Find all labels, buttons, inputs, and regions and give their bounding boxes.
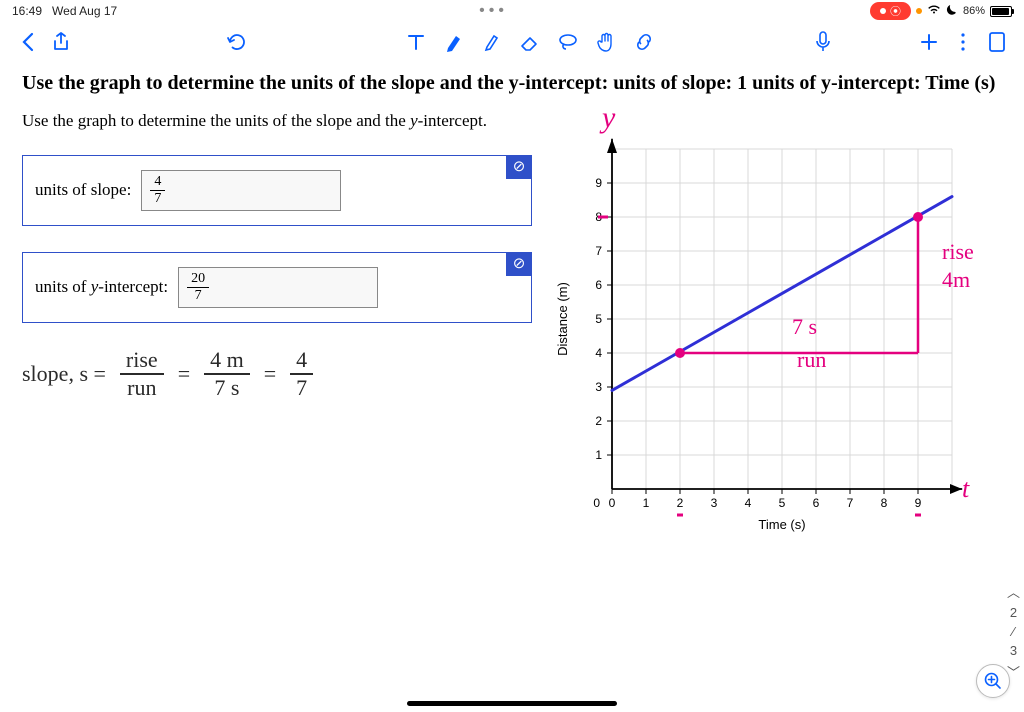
right-column: 01234567891234567890Time (s)Distance (m)…: [542, 109, 1002, 549]
svg-text:6: 6: [595, 278, 602, 292]
slope-den: 7: [154, 191, 161, 206]
subtitle-part-a: Use the graph to determine the units of …: [22, 111, 410, 130]
more-icon[interactable]: [952, 31, 974, 53]
page-fraction-widget[interactable]: ︿ 2 ⁄ 3 ﹀: [1007, 582, 1020, 681]
svg-text:1: 1: [643, 496, 650, 510]
frac-num: 2: [1010, 605, 1017, 620]
yint-label: units of y-intercept:: [35, 277, 168, 297]
svg-text:2: 2: [677, 496, 684, 510]
marker-tool-icon[interactable]: [443, 31, 465, 53]
mic-icon[interactable]: [812, 31, 834, 53]
question-subtitle: Use the graph to determine the units of …: [22, 109, 532, 133]
home-indicator[interactable]: [407, 701, 617, 706]
zoom-in-button[interactable]: [976, 664, 1010, 698]
svg-text:8: 8: [881, 496, 888, 510]
hw-f1d: run: [127, 375, 156, 399]
svg-text:Time (s): Time (s): [758, 517, 805, 532]
tool-group: [405, 31, 655, 53]
t-hand-label: t: [962, 474, 969, 504]
slope-answer-box: ⊘ units of slope: 4 7: [22, 155, 532, 226]
share-icon[interactable]: [50, 31, 72, 53]
rise-val: 4m: [942, 267, 970, 293]
run-label: run: [797, 347, 826, 373]
run-val: 7 s: [792, 314, 817, 340]
graph: 01234567891234567890Time (s)Distance (m)…: [542, 109, 982, 549]
slope-num: 4: [150, 175, 165, 191]
back-icon[interactable]: [16, 31, 38, 53]
svg-text:0: 0: [593, 496, 600, 510]
pen-tool-icon[interactable]: [481, 31, 503, 53]
text-tool-icon[interactable]: [405, 31, 427, 53]
slope-input[interactable]: 4 7: [141, 170, 341, 211]
svg-text:5: 5: [779, 496, 786, 510]
hw-f3n: 4: [290, 349, 313, 375]
svg-text:9: 9: [915, 496, 922, 510]
slope-label: units of slope:: [35, 180, 131, 200]
yint-den: 7: [195, 288, 202, 303]
lasso-tool-icon[interactable]: [557, 31, 579, 53]
frac-slash: ⁄: [1012, 624, 1014, 639]
handwritten-work: slope, s = riserun = 4 m7 s = 47: [22, 349, 532, 399]
hw-f2d: 7 s: [214, 375, 239, 399]
app-toolbar: [0, 22, 1024, 62]
svg-text:Distance (m): Distance (m): [555, 282, 570, 356]
incorrect-badge-icon: ⊘: [506, 155, 532, 179]
svg-text:7: 7: [595, 244, 602, 258]
graph-svg: 01234567891234567890Time (s)Distance (m): [542, 109, 982, 549]
hw-lhs: slope, s =: [22, 361, 106, 387]
eraser-tool-icon[interactable]: [519, 31, 541, 53]
dnd-icon: [946, 4, 958, 19]
frac-den: 3: [1010, 643, 1017, 658]
y-hand-label: y: [602, 101, 615, 135]
yintercept-answer-box: ⊘ units of y-intercept: 20 7: [22, 252, 532, 323]
battery-percent: 86%: [963, 5, 985, 17]
left-column: Use the graph to determine the units of …: [22, 109, 532, 549]
doc-icon[interactable]: [986, 31, 1008, 53]
frac-up-icon[interactable]: ︿: [1007, 582, 1020, 601]
multitask-dots[interactable]: •••: [117, 2, 870, 20]
subtitle-part-c: -intercept.: [418, 111, 487, 130]
incorrect-badge-icon: ⊘: [506, 252, 532, 276]
svg-text:7: 7: [847, 496, 854, 510]
hw-f2n: 4 m: [204, 349, 250, 375]
question-title: Use the graph to determine the units of …: [22, 70, 1002, 97]
svg-text:6: 6: [813, 496, 820, 510]
hand-tool-icon[interactable]: [595, 31, 617, 53]
hw-f1n: rise: [120, 349, 164, 375]
svg-text:1: 1: [595, 448, 602, 462]
svg-text:5: 5: [595, 312, 602, 326]
battery-icon: [990, 6, 1012, 17]
status-time: 16:49: [12, 4, 42, 18]
mic-indicator-dot: [916, 8, 922, 14]
plus-icon[interactable]: [918, 31, 940, 53]
link-tool-icon[interactable]: [633, 31, 655, 53]
svg-text:2: 2: [595, 414, 602, 428]
svg-text:4: 4: [745, 496, 752, 510]
hw-f3d: 7: [296, 375, 307, 399]
wifi-icon: [927, 4, 941, 18]
status-bar: 16:49 Wed Aug 17 ••• ⦿ 86%: [0, 0, 1024, 22]
svg-text:0: 0: [609, 496, 616, 510]
subtitle-part-b: y: [410, 111, 418, 130]
status-date: Wed Aug 17: [52, 4, 117, 18]
hw-eq1: =: [178, 361, 190, 387]
svg-text:3: 3: [711, 496, 718, 510]
svg-text:4: 4: [595, 346, 602, 360]
svg-text:3: 3: [595, 380, 602, 394]
undo-icon[interactable]: [226, 31, 248, 53]
svg-text:9: 9: [595, 176, 602, 190]
page-content: Use the graph to determine the units of …: [0, 62, 1024, 712]
rise-label: rise: [942, 239, 974, 265]
hw-eq2: =: [264, 361, 276, 387]
yint-num: 20: [187, 272, 209, 288]
yint-input[interactable]: 20 7: [178, 267, 378, 308]
screen-record-pill[interactable]: ⦿: [870, 2, 911, 20]
